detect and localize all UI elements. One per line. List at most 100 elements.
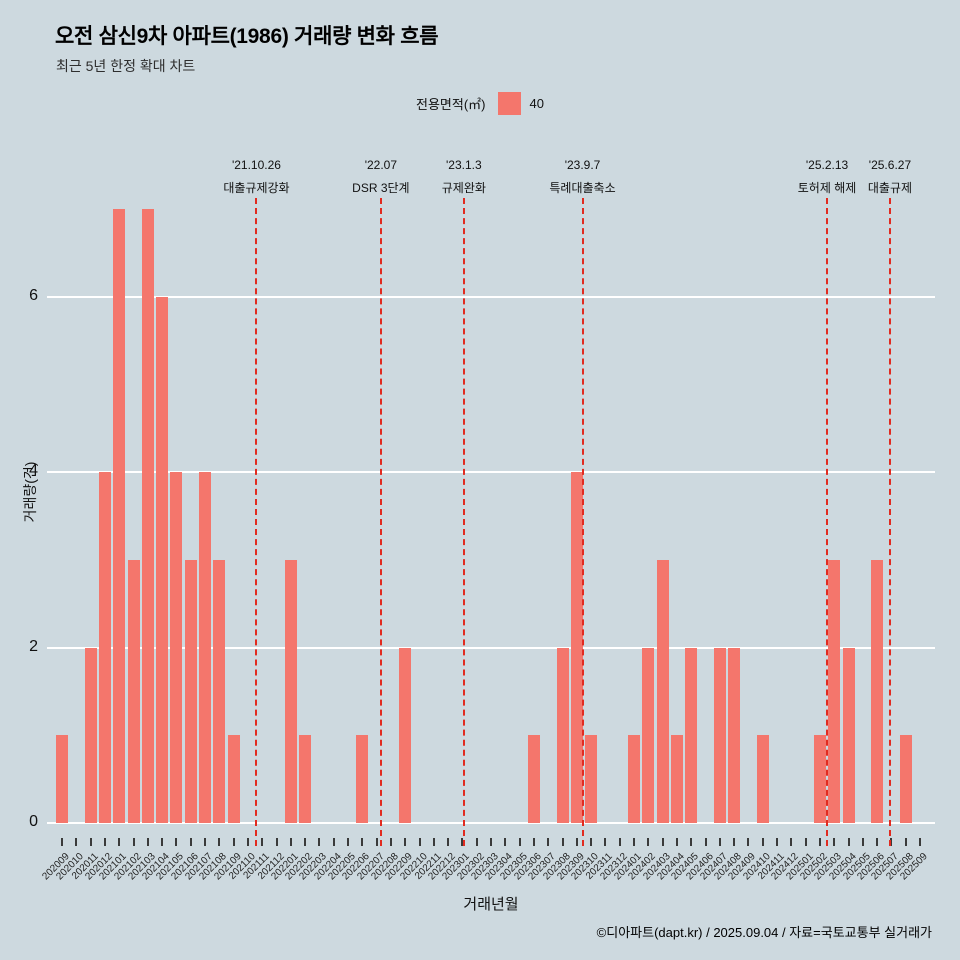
x-tick-mark [289, 838, 292, 846]
annotation-line [888, 198, 891, 846]
bar [628, 735, 640, 823]
bar [113, 209, 126, 823]
bar [556, 647, 569, 823]
x-tick-mark [604, 838, 607, 846]
annotation-label: 대출규제강화 [223, 181, 290, 195]
x-tick-mark [361, 838, 364, 846]
bar [299, 735, 312, 823]
x-tick-mark [790, 838, 793, 846]
x-tick-mark [218, 838, 221, 846]
legend-item-label: 40 [529, 96, 544, 111]
x-tick-mark [432, 838, 435, 846]
x-tick-mark [75, 838, 78, 846]
annotation-date: '23.9.7 [564, 158, 601, 172]
annotation-date: '23.1.3 [446, 158, 482, 172]
bar [170, 472, 183, 823]
bar [670, 735, 683, 823]
bar [585, 735, 598, 823]
annotation-line [581, 198, 584, 846]
x-tick-mark [618, 838, 621, 846]
x-tick-mark [261, 838, 264, 846]
annotation-date: '25.6.27 [868, 158, 912, 172]
y-tick-label: 0 [29, 813, 38, 830]
bar [728, 647, 741, 823]
x-tick-mark [89, 838, 92, 846]
x-tick-mark [490, 838, 492, 846]
gridline [47, 295, 935, 298]
chart-title: 오전 삼신9차 아파트(1986) 거래량 변화 흐름 [55, 25, 439, 48]
y-tick-label: 4 [29, 462, 38, 480]
x-tick-mark [590, 838, 593, 846]
annotation-label: 대출규제 [867, 181, 913, 195]
x-tick-mark [919, 838, 921, 846]
x-tick-mark [718, 838, 721, 846]
x-tick-mark [575, 838, 578, 846]
x-tick-mark [876, 838, 879, 846]
bar [56, 735, 68, 823]
bar [98, 472, 111, 823]
x-tick-mark [661, 838, 664, 846]
x-tick-mark [761, 838, 764, 846]
x-tick-mark [118, 838, 121, 846]
x-tick-mark [475, 838, 478, 846]
x-tick-mark [132, 838, 135, 846]
x-tick-mark [747, 838, 750, 846]
bar [141, 209, 154, 823]
y-tick-label: 6 [29, 286, 38, 304]
x-tick-mark [318, 838, 321, 846]
x-tick-mark [189, 838, 192, 846]
bar [284, 559, 297, 823]
annotation-label: 토허제 해제 [797, 181, 857, 195]
bar [184, 559, 197, 823]
bar [570, 472, 583, 823]
bar [156, 296, 169, 823]
bar [685, 647, 698, 823]
x-tick-mark [776, 838, 778, 846]
x-tick-mark [647, 838, 650, 846]
annotation-date: '21.10.26 [231, 158, 281, 172]
x-tick-mark [504, 838, 507, 846]
x-tick-mark [389, 838, 392, 846]
annotation-line [379, 198, 382, 846]
x-tick-mark [332, 838, 335, 846]
x-tick-mark [304, 838, 307, 846]
x-tick-mark [804, 838, 807, 846]
bar [199, 472, 211, 823]
bar [227, 735, 240, 823]
x-tick-mark [818, 838, 821, 846]
x-tick-mark [847, 838, 850, 846]
x-tick-mark [404, 838, 407, 846]
x-tick-mark [890, 838, 893, 846]
bar [828, 559, 841, 823]
bar [84, 647, 97, 823]
x-tick-mark [675, 838, 678, 846]
x-tick-mark [375, 838, 378, 846]
bar [713, 647, 726, 823]
annotation-label: 규제완화 [441, 181, 486, 195]
x-tick-mark [418, 838, 421, 846]
x-tick-mark [861, 838, 864, 846]
annotation-label: DSR 3단계 [352, 181, 410, 195]
x-tick-mark [518, 838, 521, 846]
annotation-date: '25.2.13 [805, 158, 849, 172]
gridline [47, 471, 935, 474]
bar [213, 559, 226, 823]
x-tick-mark [532, 838, 535, 846]
bar [356, 735, 369, 823]
y-tick-label: 2 [29, 637, 38, 655]
legend-title: 전용면적(㎡) [416, 97, 486, 112]
x-tick-mark [447, 838, 450, 846]
annotation-line [826, 198, 829, 846]
bar [899, 735, 912, 823]
bar [871, 559, 884, 823]
x-axis-title: 거래년월 [463, 896, 519, 913]
x-tick-mark [275, 838, 278, 846]
annotation-label: 특례대출축소 [549, 181, 616, 195]
bar [756, 735, 769, 823]
bar [527, 735, 540, 823]
x-tick-mark [461, 838, 464, 846]
legend-swatch [497, 92, 521, 115]
gridline [47, 822, 935, 824]
